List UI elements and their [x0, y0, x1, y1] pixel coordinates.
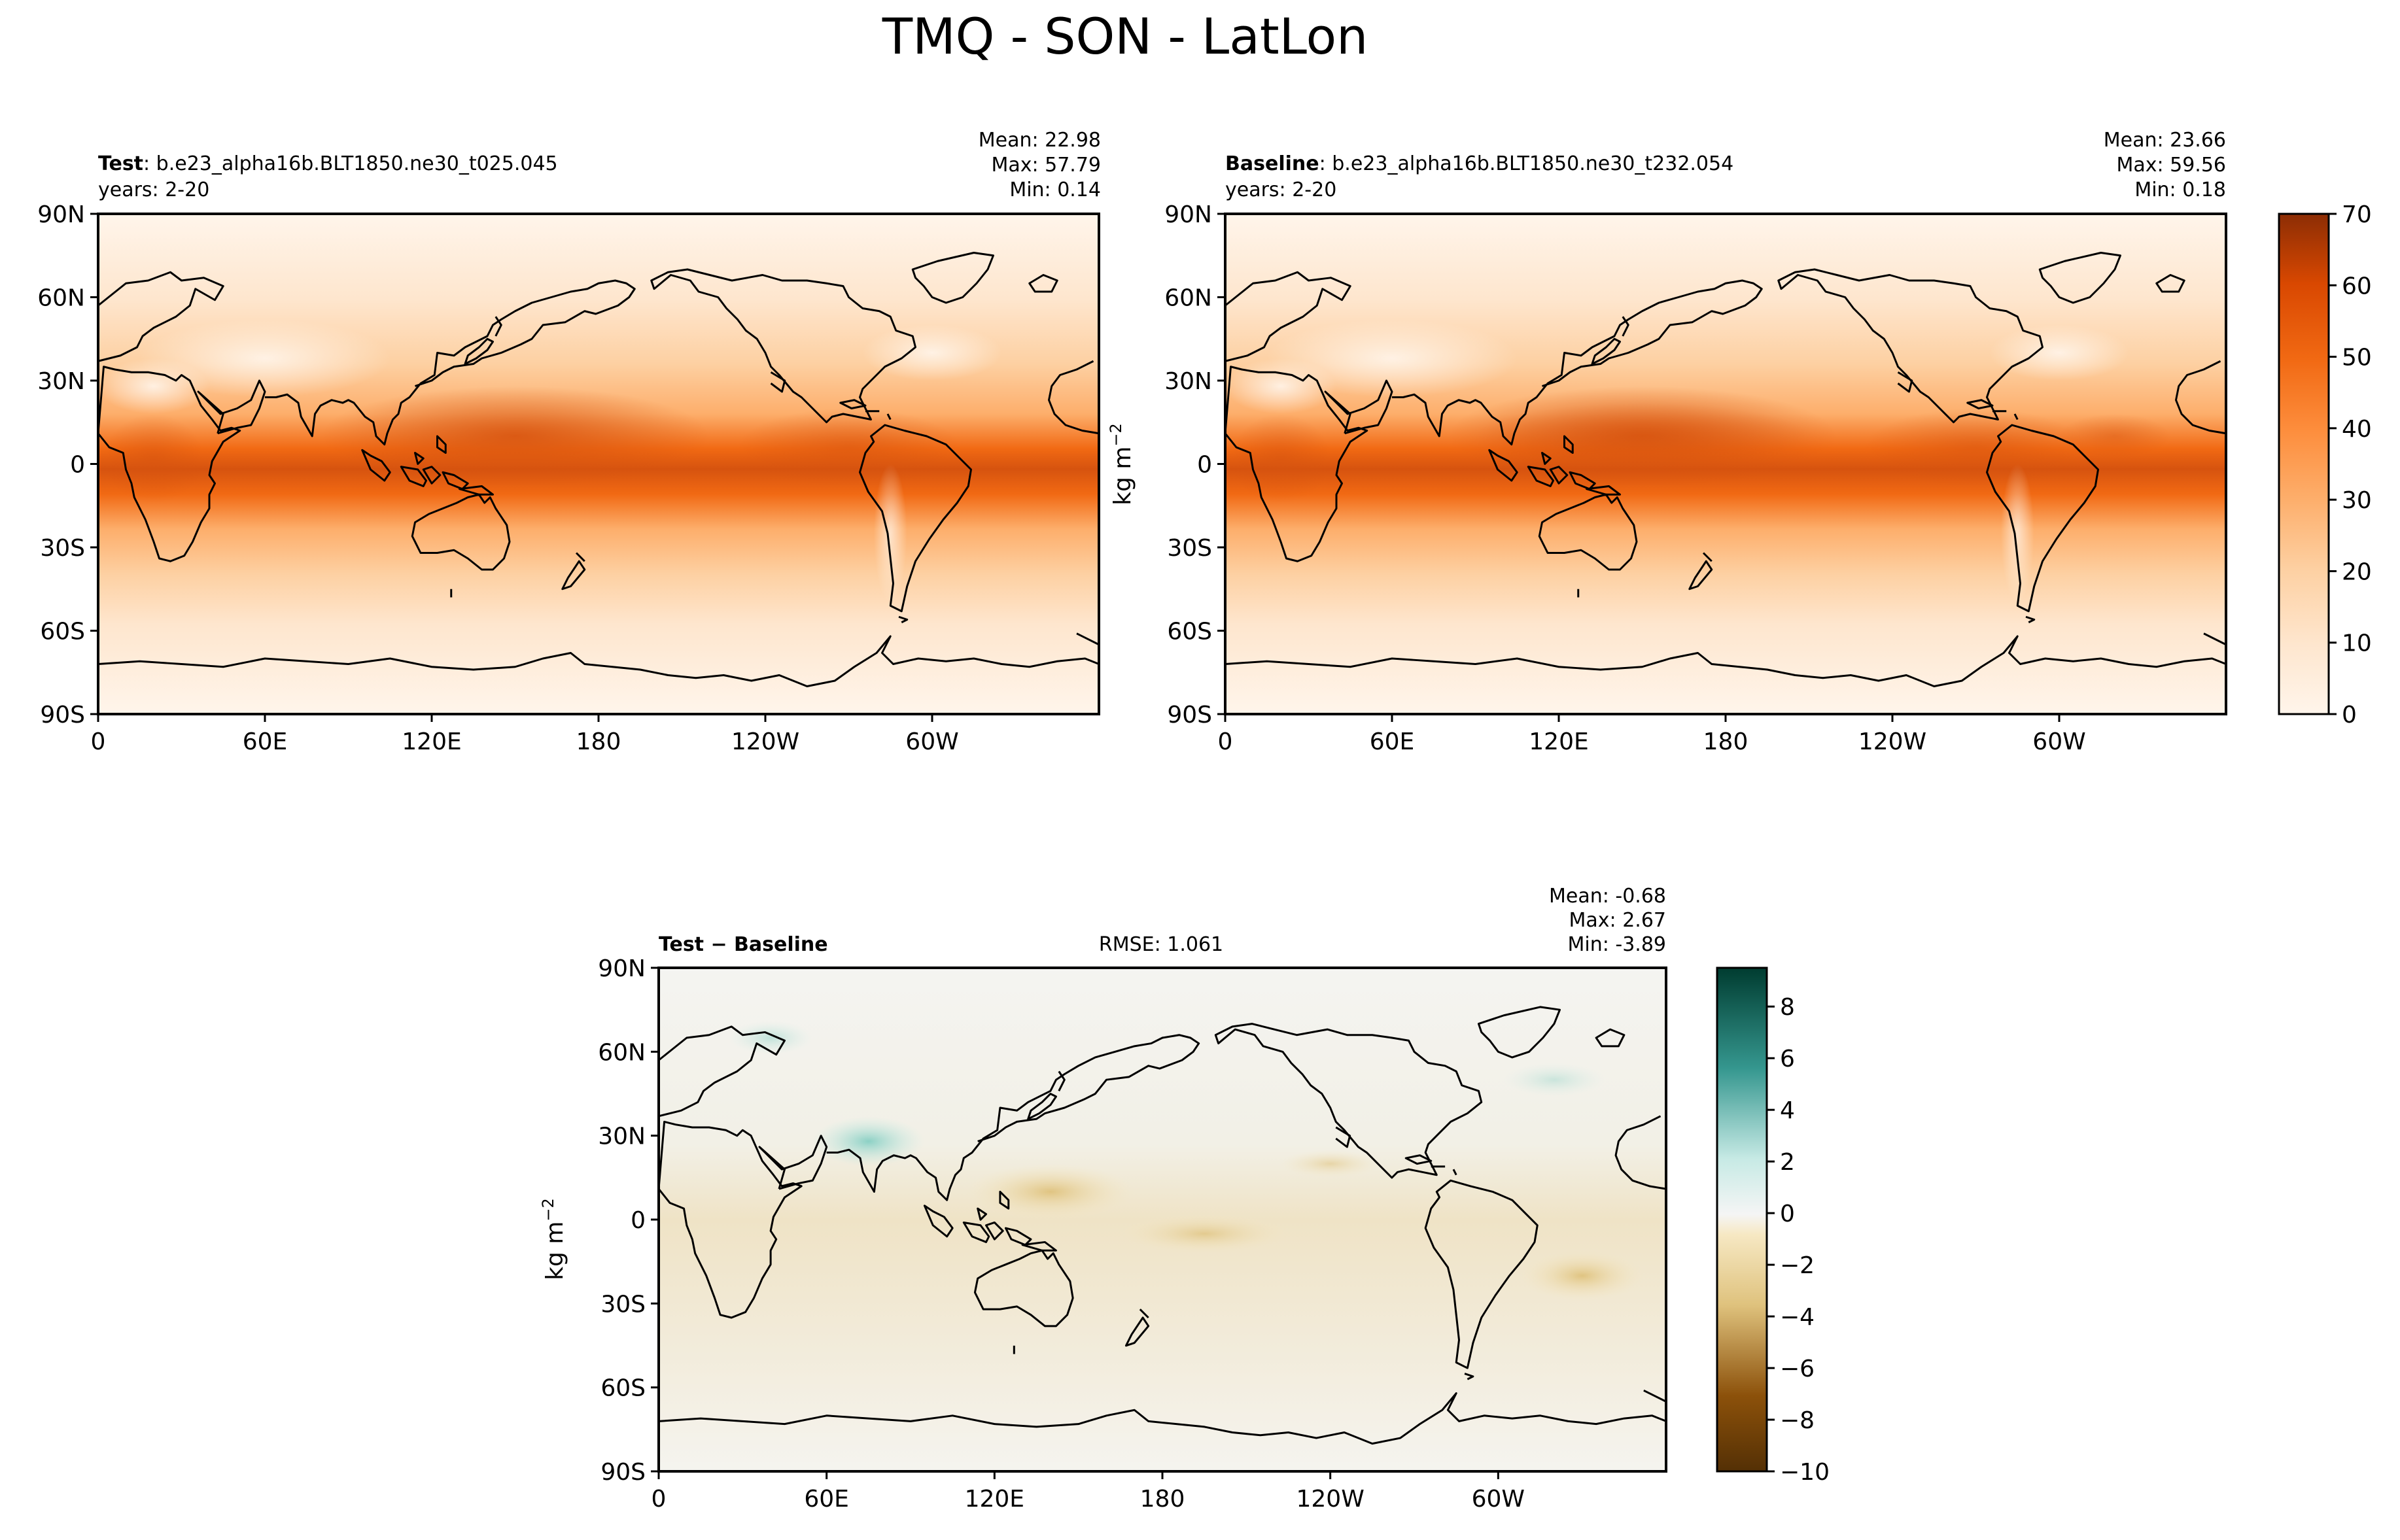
lon-tick-label: 60E [243, 728, 288, 755]
lat-tick-label: 90N [598, 955, 646, 982]
baseline-max: Max: 59.56 [2116, 154, 2226, 177]
colorbar-tick-label: 0 [1780, 1201, 1795, 1227]
baseline-label: Baseline: b.e23_alpha16b.BLT1850.ne30_t2… [1225, 152, 1733, 175]
colorbar-tick-label: 70 [2342, 201, 2372, 228]
diff-colorbar-ticks: 8 6 4 2 0 −2 −4 −6 −8 −10 [1767, 994, 1830, 1486]
baseline-min: Min: 0.18 [2134, 179, 2226, 201]
lat-tick-label: 30S [40, 535, 85, 562]
colorbar-tick-label: 30 [2342, 487, 2372, 514]
lat-tick-label: 0 [70, 452, 85, 479]
lon-tick-label: 60E [804, 1486, 849, 1513]
colorbar-tick-label: −8 [1780, 1407, 1815, 1434]
diff-lat-axis: 90N 60N 30N 0 30S 60S 90S [598, 955, 659, 1486]
test-lat-axis: 90N 60N 30N 0 30S 60S 90S [37, 201, 98, 728]
colorbar-tick-label: 20 [2342, 558, 2372, 585]
colorbar-tick-label: 60 [2342, 273, 2372, 299]
baseline-years: years: 2-20 [1225, 179, 1336, 201]
lon-tick-label: 0 [91, 728, 106, 755]
figure-title: TMQ - SON - LatLon [882, 7, 1368, 65]
lon-tick-label: 120E [965, 1486, 1024, 1513]
diff-mean: Mean: -0.68 [1549, 885, 1666, 908]
lat-tick-label: 0 [631, 1207, 646, 1234]
main-colorbar-unit: kg m−2 [1107, 423, 1136, 505]
colorbar-tick-label: −2 [1780, 1252, 1815, 1279]
lat-tick-label: 90S [40, 702, 85, 728]
colorbar-tick-label: 6 [1780, 1046, 1795, 1072]
lat-tick-label: 60S [1167, 619, 1212, 645]
test-label: Test: b.e23_alpha16b.BLT1850.ne30_t025.0… [98, 152, 558, 175]
lat-tick-label: 30S [1167, 535, 1212, 562]
diff-max: Max: 2.67 [1569, 909, 1666, 932]
diff-label: Test − Baseline [659, 933, 828, 956]
diff-colorbar-gradient [1716, 967, 1768, 1473]
lon-tick-label: 120W [1858, 728, 1926, 755]
lat-tick-label: 60S [600, 1375, 646, 1402]
main-colorbar-gradient [2278, 213, 2330, 715]
lat-tick-label: 30S [600, 1291, 646, 1318]
test-max: Max: 57.79 [991, 154, 1101, 177]
lat-tick-label: 90S [1167, 702, 1212, 728]
colorbar-tick-label: 40 [2342, 416, 2372, 443]
lon-tick-label: 60W [1472, 1486, 1525, 1513]
lat-tick-label: 90S [600, 1459, 646, 1486]
baseline-lat-axis: 90N 60N 30N 0 30S 60S 90S [1164, 201, 1225, 728]
colorbar-tick-label: 8 [1780, 994, 1795, 1021]
colorbar-tick-label: 10 [2342, 630, 2372, 657]
diff-map [657, 968, 1667, 1472]
lat-tick-label: 90N [1164, 201, 1212, 228]
lon-tick-label: 180 [1140, 1486, 1185, 1513]
lon-tick-label: 120E [1529, 728, 1588, 755]
lat-tick-label: 90N [37, 201, 85, 228]
lat-tick-label: 0 [1197, 452, 1212, 479]
diff-unit-label: kg m−2 [539, 1198, 568, 1280]
diff-min: Min: -3.89 [1568, 933, 1667, 956]
lon-tick-label: 120W [731, 728, 799, 755]
lon-tick-label: 0 [1218, 728, 1233, 755]
lon-tick-label: 60W [905, 728, 958, 755]
baseline-map [1224, 214, 2227, 714]
colorbar-tick-label: 4 [1780, 1097, 1795, 1124]
test-map [97, 214, 1100, 714]
lat-tick-label: 30N [598, 1123, 646, 1150]
lat-tick-label: 60S [40, 619, 85, 645]
test-lon-axis: 0 60E 120E 180 120W 60W [91, 714, 959, 755]
lat-tick-label: 30N [1164, 368, 1212, 395]
diff-rmse: RMSE: 1.061 [1099, 933, 1223, 956]
lon-tick-label: 120W [1296, 1486, 1365, 1513]
lat-tick-label: 60N [37, 285, 85, 312]
lon-tick-label: 60W [2032, 728, 2085, 755]
colorbar-tick-label: 2 [1780, 1149, 1795, 1176]
test-min: Min: 0.14 [1009, 179, 1101, 201]
test-panel: Test: b.e23_alpha16b.BLT1850.ne30_t025.0… [37, 129, 1101, 755]
lat-tick-label: 30N [37, 368, 85, 395]
lon-tick-label: 180 [1703, 728, 1748, 755]
diff-lon-axis: 0 60E 120E 180 120W 60W [652, 1471, 1525, 1513]
baseline-lon-axis: 0 60E 120E 180 120W 60W [1218, 714, 2086, 755]
test-years: years: 2-20 [98, 179, 209, 201]
main-colorbar: 0 10 20 30 40 50 60 70 kg m−2 [1107, 201, 2372, 728]
lat-tick-label: 60N [598, 1039, 646, 1066]
colorbar-tick-label: −4 [1780, 1304, 1815, 1331]
baseline-panel: Baseline: b.e23_alpha16b.BLT1850.ne30_t2… [1164, 129, 2227, 755]
lon-tick-label: 120E [402, 728, 461, 755]
lon-tick-label: 60E [1370, 728, 1415, 755]
lon-tick-label: 0 [652, 1486, 667, 1513]
colorbar-tick-label: −6 [1780, 1356, 1815, 1382]
diff-colorbar: 8 6 4 2 0 −2 −4 −6 −8 −10 [1716, 967, 1830, 1486]
colorbar-tick-label: 0 [2342, 702, 2357, 728]
colorbar-tick-label: 50 [2342, 345, 2372, 371]
main-colorbar-ticks: 0 10 20 30 40 50 60 70 [2329, 201, 2372, 728]
lat-tick-label: 60N [1164, 285, 1212, 312]
colorbar-tick-label: −10 [1780, 1459, 1830, 1486]
baseline-mean: Mean: 23.66 [2104, 129, 2226, 152]
diff-panel: Test − Baseline RMSE: 1.061 Mean: -0.68 … [539, 885, 1667, 1513]
lon-tick-label: 180 [576, 728, 621, 755]
test-mean: Mean: 22.98 [979, 129, 1101, 152]
